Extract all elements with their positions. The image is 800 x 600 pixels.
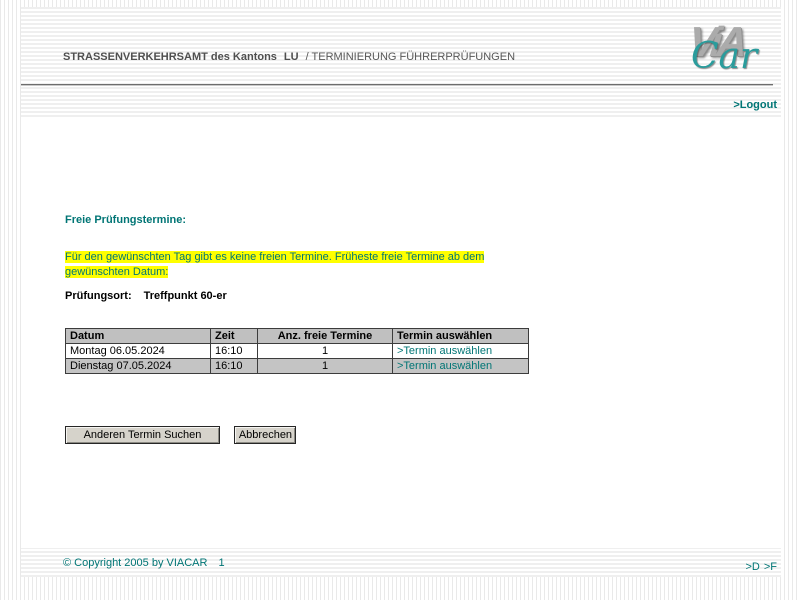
main-content: Freie Prüfungstermine: Für den gewünscht…	[21, 119, 781, 548]
logout-link[interactable]: >Logout	[733, 99, 777, 111]
header-divider	[21, 84, 773, 86]
table-header-row: Datum Zeit Anz. freie Termine Termin aus…	[65, 328, 529, 344]
language-link-fr[interactable]: >F	[763, 561, 777, 573]
cell-zeit: 16:10	[210, 343, 258, 359]
select-appointment-link[interactable]: >Termin auswählen	[397, 345, 493, 357]
cell-anzahl: 1	[257, 343, 393, 359]
page-frame: STRASSENVERKEHRSAMT des Kantons LU / TERMI…	[21, 7, 781, 577]
table-row: Montag 06.05.2024 16:10 1 >Termin auswäh…	[65, 343, 529, 359]
button-row: Anderen Termin Suchen Abbrechen	[65, 425, 297, 444]
cell-zeit: 16:10	[210, 358, 258, 374]
free-appointments-heading: Freie Prüfungstermine:	[65, 214, 187, 226]
copyright-text: © Copyright 2005 by VIACAR 1	[63, 557, 225, 569]
page-indicator: 1	[218, 557, 225, 569]
column-header-datum: Datum	[65, 328, 211, 344]
canton-code: LU	[283, 51, 299, 63]
column-header-termin: Termin auswählen	[392, 328, 529, 344]
appointments-table: Datum Zeit Anz. freie Termine Termin aus…	[65, 328, 529, 374]
cell-datum: Montag 06.05.2024	[65, 343, 211, 359]
cell-datum: Dienstag 07.05.2024	[65, 358, 211, 374]
page-title: STRASSENVERKEHRSAMT des Kantons LU / TERMI…	[63, 51, 515, 63]
logo-car-text: Car	[691, 36, 758, 77]
column-header-anzahl: Anz. freie Termine	[257, 328, 393, 344]
office-name: STRASSENVERKEHRSAMT des Kantons	[63, 51, 277, 63]
table-row: Dienstag 07.05.2024 16:10 1 >Termin ausw…	[65, 358, 529, 374]
copyright-label: © Copyright 2005 by VIACAR	[63, 557, 208, 569]
cancel-button[interactable]: Abbrechen	[234, 426, 297, 444]
app-title: TERMINIERUNG FÜHRERPRÜFUNGEN	[311, 51, 516, 63]
exam-location-label: Prüfungsort:	[65, 290, 132, 302]
exam-location: Prüfungsort: Treffpunkt 60-er	[65, 290, 227, 302]
cell-termin: >Termin auswählen	[392, 358, 529, 374]
highlighted-message-text: Für den gewünschten Tag gibt es keine fr…	[65, 251, 485, 278]
logout-row: >Logout	[733, 95, 777, 113]
viacar-logo: ViA Car	[683, 18, 779, 83]
column-header-zeit: Zeit	[210, 328, 258, 344]
exam-location-value: Treffpunkt 60-er	[143, 290, 227, 302]
footer: © Copyright 2005 by VIACAR 1 >D >F	[21, 548, 781, 577]
language-link-de[interactable]: >D	[745, 561, 760, 573]
no-appointments-message: Für den gewünschten Tag gibt es keine fr…	[65, 249, 528, 279]
cell-termin: >Termin auswählen	[392, 343, 529, 359]
cell-anzahl: 1	[257, 358, 393, 374]
language-switcher: >D >F	[741, 557, 777, 575]
select-appointment-link[interactable]: >Termin auswählen	[397, 360, 493, 372]
title-separator: /	[305, 51, 309, 63]
search-other-appointment-button[interactable]: Anderen Termin Suchen	[65, 426, 220, 444]
